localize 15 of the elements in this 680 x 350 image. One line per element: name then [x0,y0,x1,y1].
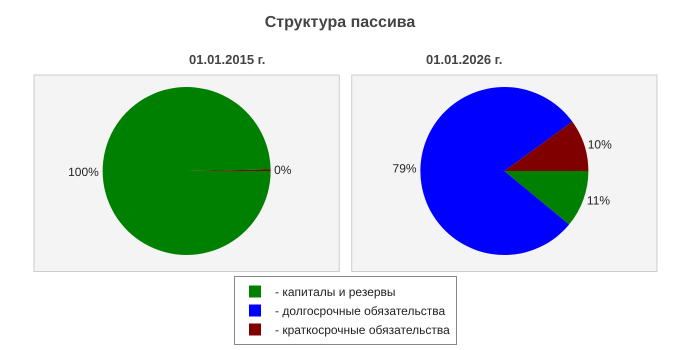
pie-slice [420,87,572,255]
legend-label: - капиталы и резервы [275,285,396,300]
data-label: 0% [274,163,292,178]
chart-title: Структура пассива [264,14,416,31]
pie-slice [504,122,588,171]
legend-label: - долгосрочные обязательства [275,304,446,318]
chart-subtitle: 01.01.2026 г. [426,52,502,67]
data-label: 79% [392,161,417,176]
data-label: 11% [586,193,610,208]
data-label: 100% [68,164,100,179]
pie-slice [504,171,588,225]
legend-label: - краткосрочные обязательства [275,323,450,338]
data-label: 10% [588,137,612,152]
chart-subtitle: 01.01.2015 г. [189,52,266,67]
pie-slice [102,87,271,255]
